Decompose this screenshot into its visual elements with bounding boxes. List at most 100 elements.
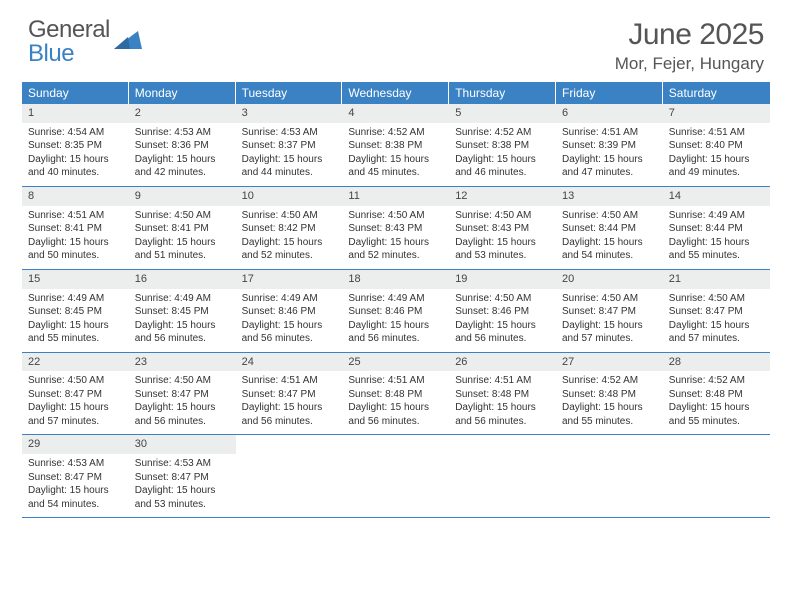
sunset-text: Sunset: 8:42 PM: [242, 222, 337, 236]
day-cell: 1Sunrise: 4:54 AMSunset: 8:35 PMDaylight…: [22, 104, 129, 186]
daylight-text: Daylight: 15 hours and 52 minutes.: [348, 236, 443, 263]
day-cell: 2Sunrise: 4:53 AMSunset: 8:36 PMDaylight…: [129, 104, 236, 186]
day-number: 9: [129, 187, 236, 206]
day-body: Sunrise: 4:51 AMSunset: 8:41 PMDaylight:…: [22, 209, 129, 263]
day-body: Sunrise: 4:51 AMSunset: 8:47 PMDaylight:…: [236, 374, 343, 428]
daylight-text: Daylight: 15 hours and 56 minutes.: [455, 319, 550, 346]
day-body: Sunrise: 4:50 AMSunset: 8:47 PMDaylight:…: [129, 374, 236, 428]
day-cell: 9Sunrise: 4:50 AMSunset: 8:41 PMDaylight…: [129, 187, 236, 269]
sunset-text: Sunset: 8:47 PM: [28, 471, 123, 485]
day-header-wednesday: Wednesday: [342, 82, 449, 104]
logo-text: General Blue: [28, 18, 110, 66]
daylight-text: Daylight: 15 hours and 56 minutes.: [242, 319, 337, 346]
sunset-text: Sunset: 8:38 PM: [455, 139, 550, 153]
sunset-text: Sunset: 8:41 PM: [28, 222, 123, 236]
day-body: Sunrise: 4:50 AMSunset: 8:44 PMDaylight:…: [556, 209, 663, 263]
day-number: 8: [22, 187, 129, 206]
sunrise-text: Sunrise: 4:50 AM: [455, 209, 550, 223]
day-cell: 7Sunrise: 4:51 AMSunset: 8:40 PMDaylight…: [663, 104, 770, 186]
daylight-text: Daylight: 15 hours and 53 minutes.: [455, 236, 550, 263]
day-cell: 26Sunrise: 4:51 AMSunset: 8:48 PMDayligh…: [449, 353, 556, 435]
day-cell: 8 Sunrise: 4:51 AMSunset: 8:41 PMDaylight…: [22, 187, 129, 269]
daylight-text: Daylight: 15 hours and 57 minutes.: [669, 319, 764, 346]
sunset-text: Sunset: 8:41 PM: [135, 222, 230, 236]
day-cell: 12Sunrise: 4:50 AMSunset: 8:43 PMDayligh…: [449, 187, 556, 269]
sunset-text: Sunset: 8:48 PM: [669, 388, 764, 402]
day-number: 4: [342, 104, 449, 123]
day-body: Sunrise: 4:52 AMSunset: 8:38 PMDaylight:…: [342, 126, 449, 180]
title-block: June 2025 Mor, Fejer, Hungary: [615, 18, 764, 74]
sunset-text: Sunset: 8:38 PM: [348, 139, 443, 153]
daylight-text: Daylight: 15 hours and 55 minutes.: [669, 236, 764, 263]
page-title: June 2025: [615, 18, 764, 52]
sunset-text: Sunset: 8:46 PM: [348, 305, 443, 319]
day-number: 16: [129, 270, 236, 289]
day-number: 13: [556, 187, 663, 206]
day-body: Sunrise: 4:50 AMSunset: 8:47 PMDaylight:…: [663, 292, 770, 346]
day-number: 21: [663, 270, 770, 289]
day-body: Sunrise: 4:53 AMSunset: 8:37 PMDaylight:…: [236, 126, 343, 180]
day-header-monday: Monday: [129, 82, 236, 104]
day-number: 17: [236, 270, 343, 289]
sunrise-text: Sunrise: 4:51 AM: [562, 126, 657, 140]
sunset-text: Sunset: 8:48 PM: [562, 388, 657, 402]
daylight-text: Daylight: 15 hours and 56 minutes.: [348, 319, 443, 346]
day-cell: 10Sunrise: 4:50 AMSunset: 8:42 PMDayligh…: [236, 187, 343, 269]
logo-word-1: General: [28, 16, 110, 43]
day-number: 10: [236, 187, 343, 206]
sunrise-text: Sunrise: 4:49 AM: [135, 292, 230, 306]
sunrise-text: Sunrise: 4:53 AM: [242, 126, 337, 140]
day-body: Sunrise: 4:49 AMSunset: 8:45 PMDaylight:…: [129, 292, 236, 346]
day-body: Sunrise: 4:51 AMSunset: 8:39 PMDaylight:…: [556, 126, 663, 180]
sunrise-text: Sunrise: 4:53 AM: [135, 126, 230, 140]
day-header-tuesday: Tuesday: [236, 82, 343, 104]
day-body: Sunrise: 4:50 AMSunset: 8:47 PMDaylight:…: [556, 292, 663, 346]
sunset-text: Sunset: 8:47 PM: [562, 305, 657, 319]
sunset-text: Sunset: 8:47 PM: [669, 305, 764, 319]
sunset-text: Sunset: 8:37 PM: [242, 139, 337, 153]
day-cell: 29Sunrise: 4:53 AMSunset: 8:47 PMDayligh…: [22, 435, 129, 517]
sunset-text: Sunset: 8:46 PM: [455, 305, 550, 319]
daylight-text: Daylight: 15 hours and 54 minutes.: [28, 484, 123, 511]
day-number: 14: [663, 187, 770, 206]
day-cell: [236, 435, 343, 517]
sunrise-text: Sunrise: 4:50 AM: [242, 209, 337, 223]
day-body: Sunrise: 4:51 AMSunset: 8:48 PMDaylight:…: [342, 374, 449, 428]
sunset-text: Sunset: 8:45 PM: [135, 305, 230, 319]
day-body: Sunrise: 4:50 AMSunset: 8:46 PMDaylight:…: [449, 292, 556, 346]
daylight-text: Daylight: 15 hours and 49 minutes.: [669, 153, 764, 180]
daylight-text: Daylight: 15 hours and 56 minutes.: [242, 401, 337, 428]
logo-triangle-icon: [114, 28, 142, 56]
day-body: Sunrise: 4:50 AMSunset: 8:47 PMDaylight:…: [22, 374, 129, 428]
day-cell: 18Sunrise: 4:49 AMSunset: 8:46 PMDayligh…: [342, 270, 449, 352]
week-row: 29Sunrise: 4:53 AMSunset: 8:47 PMDayligh…: [22, 435, 770, 518]
week-row: 8 Sunrise: 4:51 AMSunset: 8:41 PMDaylight…: [22, 187, 770, 270]
day-body: Sunrise: 4:49 AMSunset: 8:46 PMDaylight:…: [236, 292, 343, 346]
sunrise-text: Sunrise: 4:52 AM: [669, 374, 764, 388]
sunrise-text: Sunrise: 4:51 AM: [669, 126, 764, 140]
day-cell: 6Sunrise: 4:51 AMSunset: 8:39 PMDaylight…: [556, 104, 663, 186]
logo-word-2: Blue: [28, 40, 74, 67]
day-cell: 21 Sunrise: 4:50 AMSunset: 8:47 PMDayligh…: [663, 270, 770, 352]
daylight-text: Daylight: 15 hours and 51 minutes.: [135, 236, 230, 263]
sunset-text: Sunset: 8:47 PM: [28, 388, 123, 402]
day-body: Sunrise: 4:53 AMSunset: 8:36 PMDaylight:…: [129, 126, 236, 180]
day-number: 7: [663, 104, 770, 123]
daylight-text: Daylight: 15 hours and 42 minutes.: [135, 153, 230, 180]
day-header-thursday: Thursday: [449, 82, 556, 104]
day-number: 11: [342, 187, 449, 206]
day-body: Sunrise: 4:52 AMSunset: 8:48 PMDaylight:…: [663, 374, 770, 428]
daylight-text: Daylight: 15 hours and 56 minutes.: [455, 401, 550, 428]
day-number: 26: [449, 353, 556, 372]
sunrise-text: Sunrise: 4:50 AM: [28, 374, 123, 388]
daylight-text: Daylight: 15 hours and 57 minutes.: [28, 401, 123, 428]
sunrise-text: Sunrise: 4:49 AM: [242, 292, 337, 306]
sunrise-text: Sunrise: 4:53 AM: [28, 457, 123, 471]
day-cell: 22Sunrise: 4:50 AMSunset: 8:47 PMDayligh…: [22, 353, 129, 435]
day-cell: 28Sunrise: 4:52 AMSunset: 8:48 PMDayligh…: [663, 353, 770, 435]
day-cell: 3Sunrise: 4:53 AMSunset: 8:37 PMDaylight…: [236, 104, 343, 186]
day-number: 20: [556, 270, 663, 289]
daylight-text: Daylight: 15 hours and 56 minutes.: [135, 319, 230, 346]
day-body: Sunrise: 4:52 AMSunset: 8:38 PMDaylight:…: [449, 126, 556, 180]
day-cell: 16 Sunrise: 4:49 AMSunset: 8:45 PMDayligh…: [129, 270, 236, 352]
